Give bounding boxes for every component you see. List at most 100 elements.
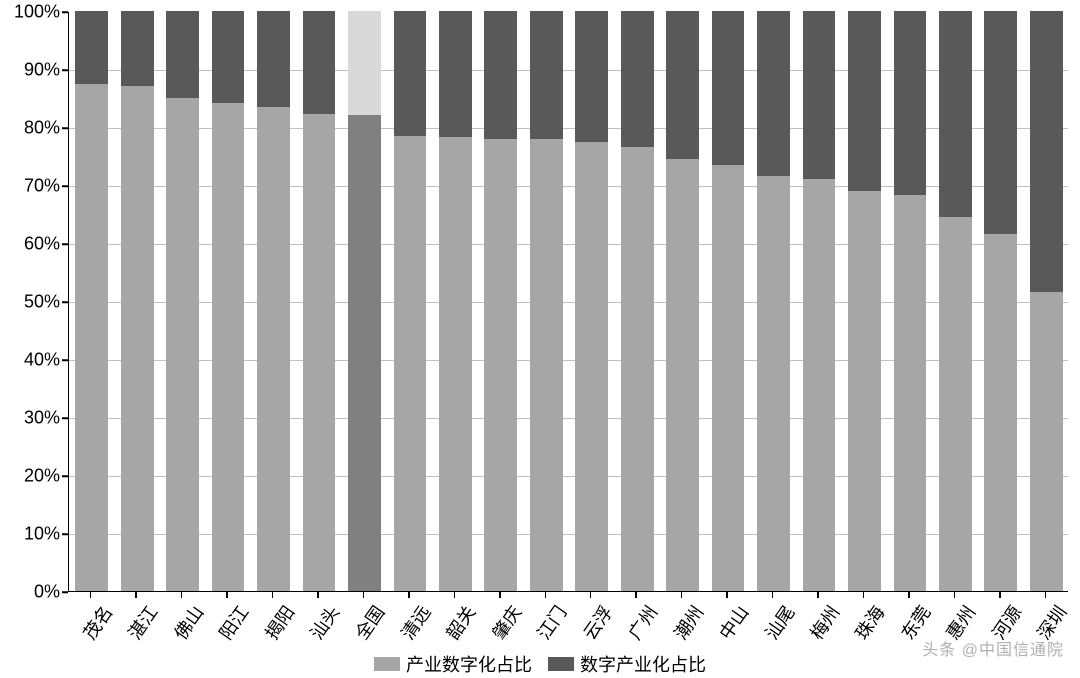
y-tick-label: 40% bbox=[0, 350, 60, 371]
x-tick-label: 云浮 bbox=[576, 600, 618, 644]
x-tick-mark bbox=[272, 592, 274, 598]
bar-segment bbox=[348, 11, 381, 115]
x-tick-mark bbox=[681, 592, 683, 598]
bar-segment bbox=[894, 195, 927, 591]
x-tick-label: 佛山 bbox=[167, 600, 209, 644]
y-tick-label: 100% bbox=[0, 2, 60, 23]
bar-segment bbox=[848, 191, 881, 591]
stacked-bar-chart: 0%10%20%30%40%50%60%70%80%90%100% 茂名湛江佛山… bbox=[0, 0, 1080, 678]
bar-segment bbox=[439, 137, 472, 591]
bar-group bbox=[803, 11, 836, 591]
bar-group bbox=[621, 11, 654, 591]
bar-segment bbox=[212, 103, 245, 591]
bar-segment bbox=[984, 234, 1017, 591]
bar-group bbox=[848, 11, 881, 591]
x-tick-label: 珠海 bbox=[849, 600, 891, 644]
bar-group bbox=[212, 11, 245, 591]
y-tick-label: 10% bbox=[0, 524, 60, 545]
y-tick-label: 20% bbox=[0, 466, 60, 487]
bar-segment bbox=[484, 11, 517, 139]
bar-segment bbox=[894, 11, 927, 195]
x-tick-mark bbox=[1045, 592, 1047, 598]
x-tick-label: 广州 bbox=[622, 600, 664, 644]
x-tick-label: 湛江 bbox=[122, 600, 164, 644]
y-tick-label: 50% bbox=[0, 292, 60, 313]
bar-segment bbox=[1030, 292, 1063, 591]
bar-segment bbox=[212, 11, 245, 103]
bar-segment bbox=[666, 159, 699, 591]
x-tick-label: 阳江 bbox=[212, 600, 254, 644]
bar-group bbox=[303, 11, 336, 591]
bar-segment bbox=[712, 165, 745, 591]
x-tick-label: 揭阳 bbox=[258, 600, 300, 644]
bar-segment bbox=[803, 11, 836, 179]
bar-segment bbox=[939, 217, 972, 591]
y-tick-label: 60% bbox=[0, 234, 60, 255]
x-tick-mark bbox=[726, 592, 728, 598]
x-tick-label: 潮州 bbox=[667, 600, 709, 644]
x-tick-mark bbox=[817, 592, 819, 598]
x-tick-mark bbox=[317, 592, 319, 598]
bar-group bbox=[484, 11, 517, 591]
x-tick-mark bbox=[545, 592, 547, 598]
x-tick-label: 茂名 bbox=[76, 600, 118, 644]
bar-segment bbox=[484, 139, 517, 591]
bar-group bbox=[166, 11, 199, 591]
bar-group bbox=[121, 11, 154, 591]
y-tick-label: 90% bbox=[0, 60, 60, 81]
bar-segment bbox=[848, 11, 881, 191]
bar-segment bbox=[530, 11, 563, 139]
legend-swatch bbox=[374, 657, 400, 671]
bar-segment bbox=[575, 11, 608, 142]
bar-group bbox=[439, 11, 472, 591]
legend-swatch bbox=[548, 657, 574, 671]
bar-group bbox=[257, 11, 290, 591]
x-tick-mark bbox=[454, 592, 456, 598]
plot-area bbox=[68, 12, 1068, 592]
bar-segment bbox=[439, 11, 472, 137]
y-tick-label: 70% bbox=[0, 176, 60, 197]
x-tick-label: 中山 bbox=[712, 600, 754, 644]
bar-segment bbox=[1030, 11, 1063, 292]
bar-segment bbox=[621, 11, 654, 147]
x-tick-label: 汕头 bbox=[303, 600, 345, 644]
x-tick-mark bbox=[181, 592, 183, 598]
legend-item: 数字产业化占比 bbox=[548, 651, 706, 677]
bar-group bbox=[530, 11, 563, 591]
x-tick-label: 清远 bbox=[394, 600, 436, 644]
x-tick-mark bbox=[635, 592, 637, 598]
bar-segment bbox=[121, 86, 154, 591]
bar-segment bbox=[712, 11, 745, 165]
bar-group bbox=[757, 11, 790, 591]
bar-segment bbox=[75, 11, 108, 84]
bar-segment bbox=[757, 176, 790, 591]
bar-group bbox=[75, 11, 108, 591]
x-tick-mark bbox=[499, 592, 501, 598]
x-tick-label: 江门 bbox=[531, 600, 573, 644]
x-tick-mark bbox=[999, 592, 1001, 598]
bar-segment bbox=[394, 136, 427, 591]
x-tick-label: 汕尾 bbox=[758, 600, 800, 644]
x-tick-label: 梅州 bbox=[803, 600, 845, 644]
bar-segment bbox=[121, 11, 154, 86]
x-tick-mark bbox=[908, 592, 910, 598]
y-tick-label: 30% bbox=[0, 408, 60, 429]
x-tick-mark bbox=[226, 592, 228, 598]
bar-segment bbox=[803, 179, 836, 591]
bar-group bbox=[939, 11, 972, 591]
y-tick-label: 80% bbox=[0, 118, 60, 139]
x-tick-label: 韶关 bbox=[440, 600, 482, 644]
bars-layer bbox=[69, 12, 1068, 591]
bar-segment bbox=[939, 11, 972, 217]
x-tick-mark bbox=[772, 592, 774, 598]
bar-group bbox=[394, 11, 427, 591]
x-tick-mark bbox=[863, 592, 865, 598]
bar-segment bbox=[530, 139, 563, 591]
x-tick-mark bbox=[590, 592, 592, 598]
bar-group bbox=[666, 11, 699, 591]
x-tick-mark bbox=[954, 592, 956, 598]
bar-group bbox=[348, 11, 381, 591]
bar-segment bbox=[984, 11, 1017, 234]
x-tick-mark bbox=[408, 592, 410, 598]
bar-group bbox=[1030, 11, 1063, 591]
